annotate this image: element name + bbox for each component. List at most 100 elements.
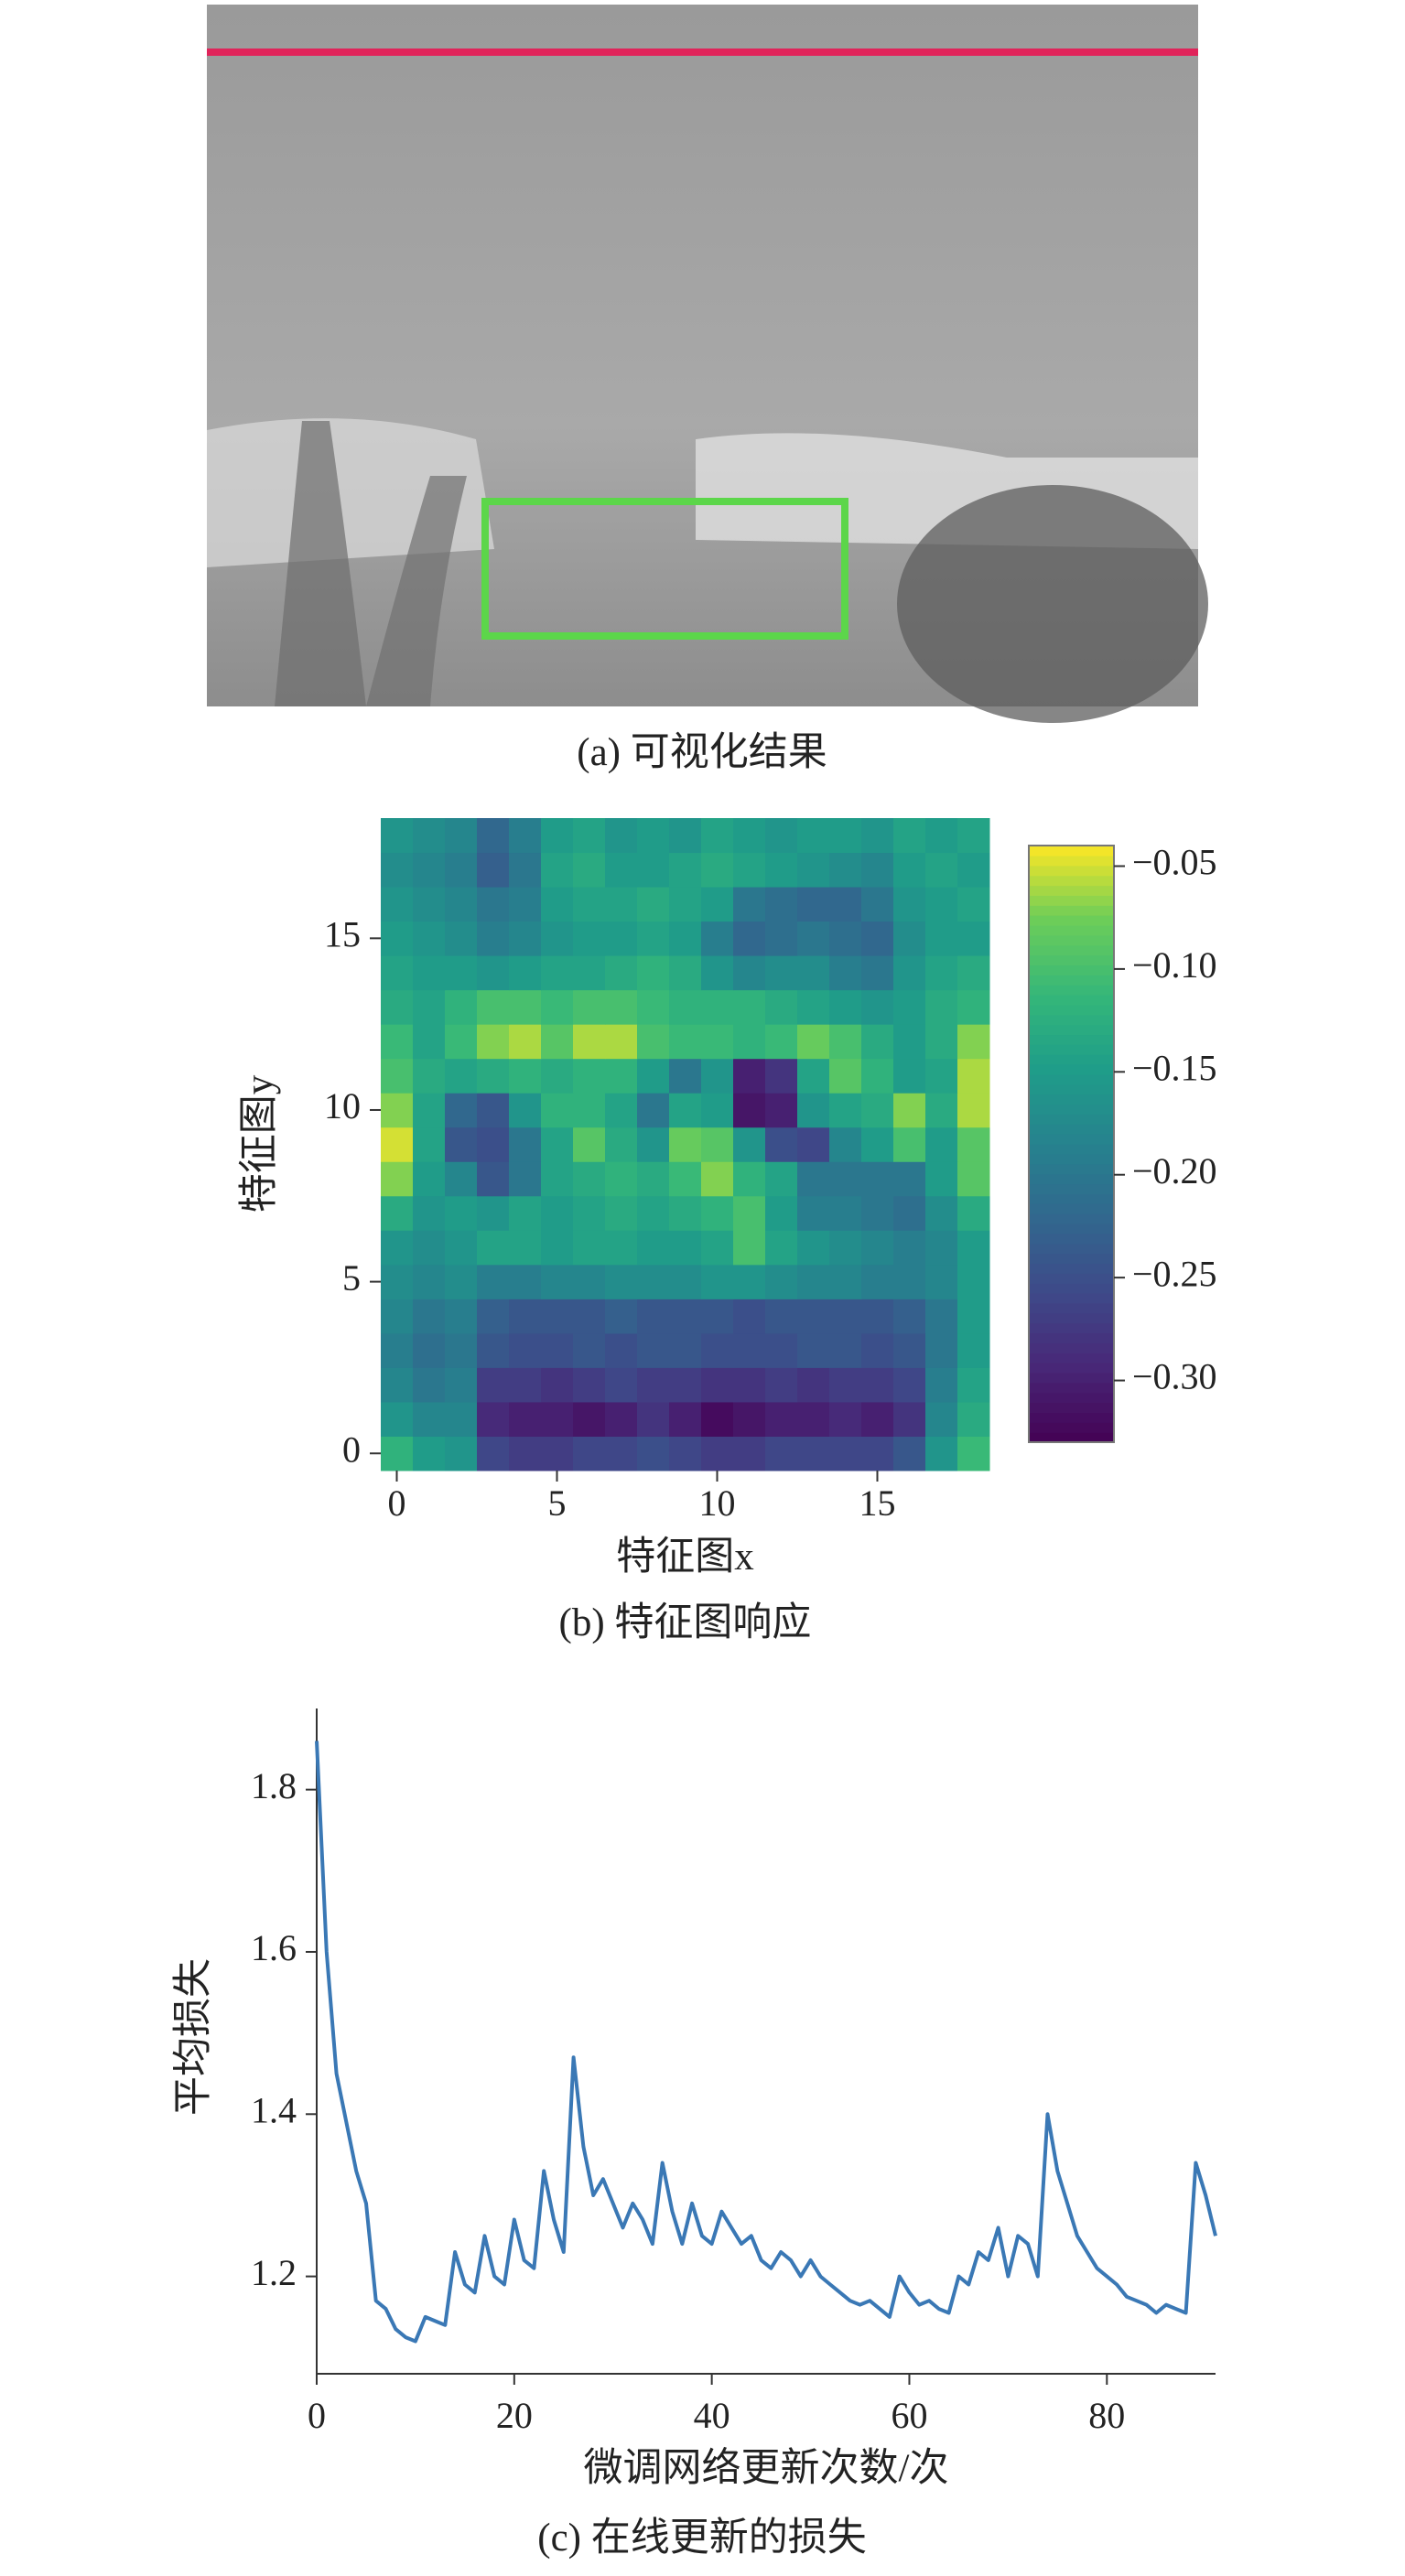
y-tick-label: 5 xyxy=(342,1257,361,1299)
heatmap-cell xyxy=(509,1264,542,1299)
colorbar-tick-label: −0.10 xyxy=(1132,944,1217,986)
heatmap-cell xyxy=(925,1024,958,1060)
heatmap-cell xyxy=(957,1093,990,1128)
heatmap-cell xyxy=(797,1401,830,1437)
colorbar-step xyxy=(1029,1193,1114,1204)
heatmap-cell xyxy=(861,1058,894,1094)
heatmap-cell xyxy=(861,1230,894,1266)
heatmap-cell xyxy=(957,1436,990,1471)
heatmap-cell xyxy=(797,1093,830,1128)
heatmap-cell xyxy=(893,1058,926,1094)
heatmap-cell xyxy=(381,1093,414,1128)
heatmap-cell xyxy=(445,1332,478,1368)
heatmap-cell xyxy=(637,887,670,922)
y-tick-label: 1.4 xyxy=(251,2089,297,2130)
heatmap-cell xyxy=(829,1332,862,1368)
y-tick-label: 15 xyxy=(324,914,361,955)
heatmap-cell xyxy=(605,1436,638,1471)
x-tick-label: 15 xyxy=(859,1482,896,1524)
heatmap-cell xyxy=(509,955,542,991)
heatmap-cell xyxy=(445,1195,478,1231)
heatmap-cell xyxy=(573,852,606,888)
colorbar-step xyxy=(1029,885,1114,896)
heatmap-cell xyxy=(413,1058,446,1094)
heatmap-cell xyxy=(541,1024,574,1060)
heatmap-cell xyxy=(765,1367,798,1403)
heatmap-cell xyxy=(477,887,510,922)
heatmap-cell xyxy=(477,818,510,854)
heatmap-cell xyxy=(765,887,798,922)
heatmap-cell xyxy=(957,1161,990,1197)
heatmap-cell xyxy=(445,955,478,991)
heatmap-cell xyxy=(957,1024,990,1060)
heatmap-cell xyxy=(925,818,958,854)
heatmap-cell xyxy=(573,818,606,854)
colorbar-step xyxy=(1029,1104,1114,1115)
heatmap-cell xyxy=(701,1230,734,1266)
heatmap-cell xyxy=(701,852,734,888)
heatmap-cell xyxy=(477,955,510,991)
caption: (b) 特征图响应 xyxy=(559,1601,812,1644)
heatmap-cell xyxy=(797,1161,830,1197)
heatmap-cell xyxy=(893,1332,926,1368)
heatmap-cell xyxy=(509,887,542,922)
heatmap-cell xyxy=(861,1024,894,1060)
heatmap-cell xyxy=(861,1436,894,1471)
heatmap-cell xyxy=(445,1401,478,1437)
heatmap-cell xyxy=(541,1401,574,1437)
heatmap-cell xyxy=(893,887,926,922)
colorbar-step xyxy=(1029,1422,1114,1433)
heatmap-cell xyxy=(701,1332,734,1368)
heatmap-cell xyxy=(765,1230,798,1266)
colorbar-step xyxy=(1029,905,1114,916)
heatmap-cell xyxy=(861,1332,894,1368)
heatmap-cell xyxy=(861,1401,894,1437)
heatmap-cell xyxy=(445,1126,478,1162)
heatmap-cell xyxy=(477,1195,510,1231)
x-tick-label: 0 xyxy=(308,2395,326,2436)
heatmap-cell xyxy=(765,989,798,1025)
heatmap-cell xyxy=(733,1161,766,1197)
colorbar-tick-label: −0.30 xyxy=(1132,1356,1217,1397)
heatmap-cell xyxy=(797,852,830,888)
heatmap-cell xyxy=(445,1367,478,1403)
heatmap-cell xyxy=(893,1161,926,1197)
colorbar-step xyxy=(1029,1083,1114,1095)
heatmap-cell xyxy=(477,1058,510,1094)
colorbar-step xyxy=(1029,846,1114,857)
heatmap-cell xyxy=(637,1436,670,1471)
colorbar-step xyxy=(1029,1302,1114,1314)
heatmap-cell xyxy=(605,1401,638,1437)
colorbar-step xyxy=(1029,1382,1114,1394)
heatmap-cell xyxy=(637,989,670,1025)
heatmap-cell xyxy=(573,955,606,991)
heatmap-cell xyxy=(893,1436,926,1471)
x-tick-label: 80 xyxy=(1088,2395,1125,2436)
heatmap-cell xyxy=(509,1230,542,1266)
heatmap-cell xyxy=(893,818,926,854)
heatmap-cell xyxy=(669,887,702,922)
heatmap-cell xyxy=(573,1024,606,1060)
heatmap-cell xyxy=(733,1436,766,1471)
heatmap-cell xyxy=(445,1093,478,1128)
heatmap-cell xyxy=(925,887,958,922)
heatmap-cell xyxy=(413,989,446,1025)
colorbar-step xyxy=(1029,1223,1114,1234)
heatmap-cell xyxy=(445,1161,478,1197)
heatmap-cell xyxy=(957,1230,990,1266)
heatmap-cell xyxy=(765,1436,798,1471)
heatmap-cell xyxy=(605,1024,638,1060)
heatmap-cell xyxy=(669,1264,702,1299)
heatmap-cell xyxy=(797,1299,830,1334)
heatmap-cell xyxy=(541,955,574,991)
heatmap-cell xyxy=(701,1195,734,1231)
heatmap-cell xyxy=(605,1195,638,1231)
heatmap-cell xyxy=(733,1058,766,1094)
heatmap-cell xyxy=(605,1299,638,1334)
heatmap-cell xyxy=(637,852,670,888)
heatmap-cell xyxy=(765,955,798,991)
heatmap-cell xyxy=(637,1161,670,1197)
heatmap-cell xyxy=(381,1436,414,1471)
heatmap-cell xyxy=(605,1126,638,1162)
